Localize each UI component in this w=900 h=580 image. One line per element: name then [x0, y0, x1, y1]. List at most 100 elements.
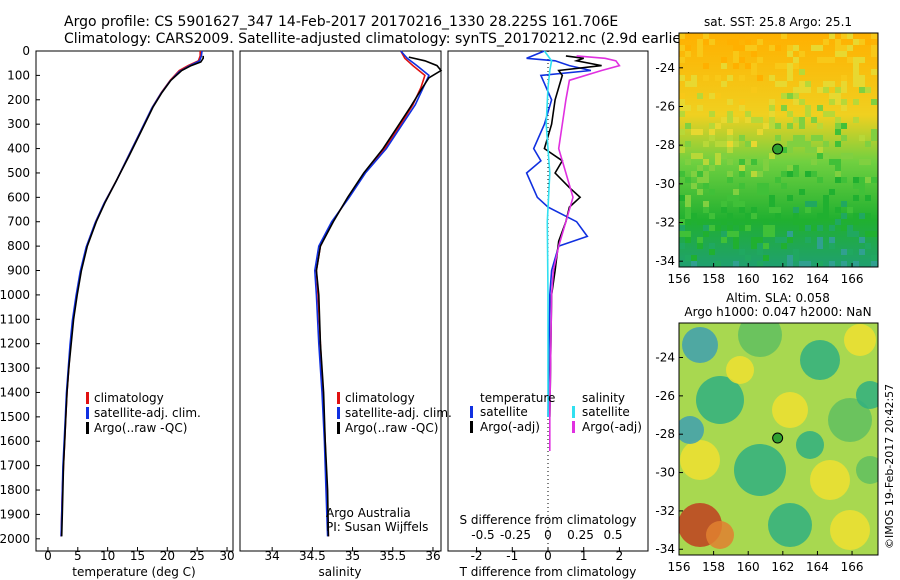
sst-cell — [823, 39, 829, 45]
sst-cell — [697, 171, 703, 177]
sst-cell — [841, 249, 847, 255]
legend-label-temperature-argo: Argo(-adj) — [480, 420, 540, 434]
sst-cell — [853, 219, 859, 225]
temperature-x-label: temperature (deg C) — [72, 565, 195, 579]
sst-cell — [817, 237, 823, 243]
sst-cell — [685, 231, 691, 237]
sst-cell — [793, 207, 799, 213]
sst-cell — [697, 165, 703, 171]
sst-cell — [841, 177, 847, 183]
sst-cell — [775, 45, 781, 51]
x-tick-label: 5 — [74, 549, 82, 563]
sst-cell — [841, 33, 847, 39]
legend-swatch-temperature-argo — [470, 421, 473, 433]
sst-cell — [835, 165, 841, 171]
legend-swatch-temperature-satellite — [470, 406, 473, 418]
sst-cell — [769, 117, 775, 123]
sst-cell — [721, 141, 727, 147]
sst-cell — [727, 117, 733, 123]
map-y-tick-label: -26 — [655, 389, 675, 403]
sst-cell — [835, 207, 841, 213]
sst-cell — [799, 189, 805, 195]
depth-tick-label: 1400 — [0, 385, 30, 399]
sst-cell — [829, 225, 835, 231]
sst-cell — [793, 135, 799, 141]
x-tick-label: 0 — [544, 549, 552, 563]
sst-cell — [679, 129, 685, 135]
temperature-panel-frame — [35, 50, 234, 552]
depth-tick-label: 2000 — [0, 532, 30, 546]
sst-cell — [721, 219, 727, 225]
sst-cell — [763, 231, 769, 237]
sst-cell — [853, 195, 859, 201]
sst-cell — [835, 159, 841, 165]
sst-cell — [691, 183, 697, 189]
sst-cell — [799, 261, 805, 267]
sst-cell — [805, 111, 811, 117]
sst-cell — [733, 195, 739, 201]
series-line-climatology — [315, 50, 426, 537]
sst-cell — [721, 63, 727, 69]
sst-cell — [775, 105, 781, 111]
sst-map-axes: 156 158 160 162 164 166 -24 -26 -28 -30 -32 -34 — [655, 61, 863, 286]
sla-blob — [734, 444, 786, 496]
legend-swatch-salinity-satellite — [572, 406, 575, 418]
sst-cell — [739, 33, 745, 39]
sla-blob — [679, 416, 704, 444]
map-y-tick-label: -30 — [655, 466, 675, 480]
sst-cell — [835, 99, 841, 105]
depth-tick-label: 700 — [7, 215, 30, 229]
sst-cell — [829, 33, 835, 39]
sst-cell — [847, 231, 853, 237]
sst-cell — [745, 111, 751, 117]
sst-cell — [739, 225, 745, 231]
sst-cell — [715, 261, 721, 267]
sst-cell — [697, 93, 703, 99]
sst-cell — [805, 81, 811, 87]
sst-cell — [841, 81, 847, 87]
sst-cell — [787, 147, 793, 153]
sla-blob — [810, 460, 850, 500]
sst-cell — [751, 141, 757, 147]
sst-cell — [847, 33, 853, 39]
sst-cell — [817, 105, 823, 111]
sst-cell — [751, 69, 757, 75]
sst-cell — [763, 183, 769, 189]
sst-cell — [679, 93, 685, 99]
sst-cell — [679, 57, 685, 63]
sst-cell — [835, 171, 841, 177]
sst-cell — [799, 123, 805, 129]
sst-cell — [823, 195, 829, 201]
sst-cell — [775, 237, 781, 243]
sst-cell — [787, 75, 793, 81]
sst-cell — [769, 99, 775, 105]
legend-label-salinity-argo: Argo(-adj) — [582, 420, 642, 434]
sst-cell — [757, 237, 763, 243]
sst-cell — [697, 219, 703, 225]
x-tick-label: 15 — [130, 549, 145, 563]
sst-cell — [841, 51, 847, 57]
depth-tick-label: 600 — [7, 190, 30, 204]
sst-cell — [751, 213, 757, 219]
x-tick-label: 1 — [580, 549, 588, 563]
sst-cell — [775, 213, 781, 219]
sst-cell — [745, 225, 751, 231]
sst-cell — [721, 231, 727, 237]
sst-cell — [787, 237, 793, 243]
map-y-tick-label: -30 — [655, 177, 675, 191]
sst-cell — [703, 207, 709, 213]
sst-cell — [841, 225, 847, 231]
sst-cell — [757, 57, 763, 63]
sst-cell — [817, 213, 823, 219]
sst-cell — [787, 255, 793, 261]
sst-cell — [865, 213, 871, 219]
x-tick-label: 25 — [190, 549, 205, 563]
sla-blob — [772, 392, 808, 428]
sst-cell — [763, 243, 769, 249]
sst-cell — [847, 45, 853, 51]
sst-cell — [727, 231, 733, 237]
sst-cell — [697, 153, 703, 159]
sst-cell — [709, 243, 715, 249]
sst-cell — [799, 69, 805, 75]
sst-cell — [727, 75, 733, 81]
